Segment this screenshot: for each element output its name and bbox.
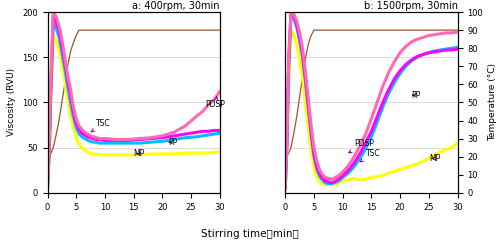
Y-axis label: Viscosity (RVU): Viscosity (RVU)	[8, 68, 16, 136]
Text: b: 1500rpm, 30min: b: 1500rpm, 30min	[364, 1, 458, 11]
Text: PDSP: PDSP	[206, 97, 226, 109]
Text: TSC: TSC	[91, 119, 111, 132]
Text: PP: PP	[412, 91, 421, 100]
Text: MP: MP	[134, 149, 145, 158]
Text: TSC: TSC	[360, 148, 380, 162]
Text: a: 400rpm, 30min: a: 400rpm, 30min	[132, 1, 220, 11]
Text: PDSP: PDSP	[349, 139, 374, 153]
Text: Stirring time（min）: Stirring time（min）	[201, 229, 299, 239]
Text: PP: PP	[168, 138, 177, 147]
Y-axis label: Temperature (°C): Temperature (°C)	[488, 63, 498, 141]
Text: MP: MP	[429, 154, 440, 163]
